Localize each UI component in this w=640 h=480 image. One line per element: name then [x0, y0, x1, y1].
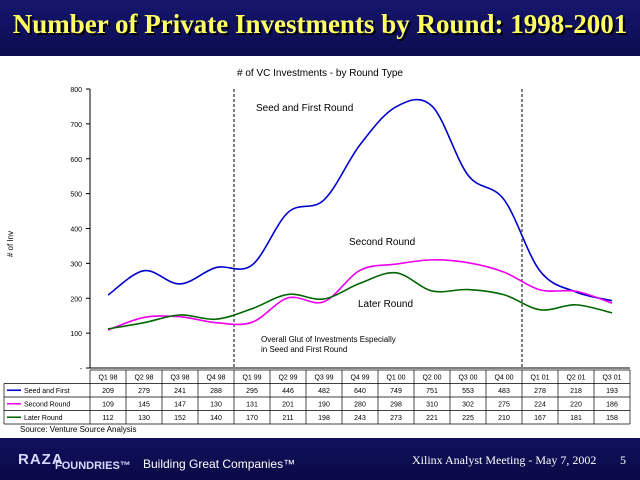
series-line [107, 271, 613, 330]
y-axis-label: # of Inv [6, 231, 15, 257]
period-dividers [233, 89, 523, 368]
y-tick-label: 500 [70, 192, 82, 199]
y-ticks: - 100 200 300 400 500 600 700 800 [70, 87, 90, 373]
company-logo: RAZA [18, 451, 64, 468]
table-header-cell: Q3 01 [602, 375, 621, 382]
table-data-cell: 302 [462, 402, 474, 409]
table-data-cell: 275 [498, 402, 510, 409]
table-data-cell: 310 [426, 402, 438, 409]
annotation-second: Second Round [349, 237, 415, 248]
table-data-cell: 210 [498, 415, 510, 422]
y-tick-label: 300 [70, 261, 82, 268]
table-header-cell: Q2 98 [134, 375, 153, 382]
table-header-cell: Q2 00 [422, 375, 441, 382]
annotation-glut-1: Overall Glut of Investments Especially [261, 335, 396, 344]
table-data-cell: 147 [174, 402, 186, 409]
table-data-cell: 190 [318, 402, 330, 409]
table-data-cell: 152 [174, 415, 186, 422]
annotation-glut-2: in Seed and First Round [261, 345, 347, 354]
series-line [107, 259, 613, 331]
table-data-cell: 221 [426, 415, 438, 422]
series-lines [107, 98, 613, 331]
logo-subtext: FOUNDRIES™ [55, 460, 131, 472]
table-header-cell: Q3 00 [458, 375, 477, 382]
table-data-cell: 193 [606, 388, 618, 395]
table-header-cell: Q4 99 [350, 375, 369, 382]
table-data-cell: 241 [174, 388, 186, 395]
table-data-cell: 243 [354, 415, 366, 422]
table-data-cell: 225 [462, 415, 474, 422]
table-data-cell: 112 [102, 415, 113, 422]
table-header-cell: Q3 98 [170, 375, 189, 382]
table-data-cell: 211 [282, 415, 293, 422]
data-table: Q1 98 Q2 98 Q3 98 Q4 98 Q1 99 Q2 99 Q3 99 Q4 99… [3, 369, 631, 425]
table-header-cell: Q1 01 [530, 375, 549, 382]
title-banner: Number of Private Investments by Round: … [0, 0, 640, 56]
table-data-cell: 181 [570, 415, 582, 422]
table-data-cell: 553 [462, 388, 474, 395]
table-data-cell: 273 [390, 415, 402, 422]
table-data-cell: 186 [606, 402, 618, 409]
table-data-cell: 278 [534, 388, 546, 395]
y-tick-label: 600 [70, 157, 82, 164]
y-tick-label: 400 [70, 227, 82, 234]
annotations: Seed and First Round Second Round Later … [256, 103, 415, 354]
legend-label: Second Round [24, 402, 70, 409]
page-number: 5 [620, 453, 626, 467]
chart-title: # of VC Investments - by Round Type [237, 68, 403, 79]
table-data-cell: 140 [210, 415, 222, 422]
table-data-cell: 295 [246, 388, 258, 395]
table-header-cell: Q1 98 [98, 375, 117, 382]
annotation-later: Later Round [358, 299, 413, 310]
source-note: Source: Venture Source Analysis [20, 425, 137, 434]
table-data-cell: 224 [534, 402, 546, 409]
meeting-text: Xilinx Analyst Meeting - May 7, 2002 [412, 453, 597, 467]
table-data-cell: 170 [246, 415, 258, 422]
table-data-cell: 482 [318, 388, 330, 395]
y-tick-label: 200 [70, 296, 82, 303]
tagline: Building Great Companies™ [143, 457, 296, 471]
axes [89, 89, 630, 369]
annotation-seed: Seed and First Round [256, 103, 353, 114]
table-header-cell: Q2 01 [566, 375, 585, 382]
table-data-cell: 198 [318, 415, 330, 422]
table-header-cell: Q3 99 [314, 375, 333, 382]
legend-label: Later Round [24, 415, 63, 422]
y-tick-label: - [80, 366, 83, 373]
table-header-cell: Q1 00 [386, 375, 405, 382]
table-data-cell: 749 [390, 388, 402, 395]
table-header-cell: Q4 98 [206, 375, 225, 382]
table-data-cell: 220 [570, 402, 582, 409]
table-data-cell: 130 [210, 402, 222, 409]
table-data-cell: 751 [426, 388, 438, 395]
table-data-cell: 167 [534, 415, 546, 422]
table-header-cell: Q2 99 [278, 375, 297, 382]
y-tick-label: 700 [70, 122, 82, 129]
series-line [107, 98, 613, 302]
table-data-cell: 483 [498, 388, 510, 395]
table-data-cell: 640 [354, 388, 366, 395]
y-tick-label: 100 [70, 331, 82, 338]
table-data-cell: 158 [606, 415, 618, 422]
table-data-cell: 446 [282, 388, 294, 395]
table-data-cell: 298 [390, 402, 402, 409]
footer: RAZA FOUNDRIES™ Building Great Companies… [0, 438, 640, 480]
table-data-cell: 288 [210, 388, 222, 395]
table-data-cell: 130 [138, 415, 150, 422]
table-data-cell: 279 [138, 388, 150, 395]
table-data-cell: 209 [102, 388, 114, 395]
slide-title: Number of Private Investments by Round: … [12, 9, 628, 39]
legend-label: Seed and First [24, 388, 70, 395]
table-data-cell: 218 [570, 388, 582, 395]
vc-investments-chart: # of VC Investments - by Round Type # of… [3, 68, 631, 434]
table-header-cell: Q4 00 [494, 375, 513, 382]
y-tick-label: 800 [70, 87, 82, 94]
table-data-cell: 280 [354, 402, 366, 409]
table-data-cell: 131 [246, 402, 258, 409]
table-data-cell: 201 [282, 402, 294, 409]
table-data-cell: 109 [102, 402, 114, 409]
table-header-cell: Q1 99 [242, 375, 261, 382]
table-data-cell: 145 [138, 402, 150, 409]
